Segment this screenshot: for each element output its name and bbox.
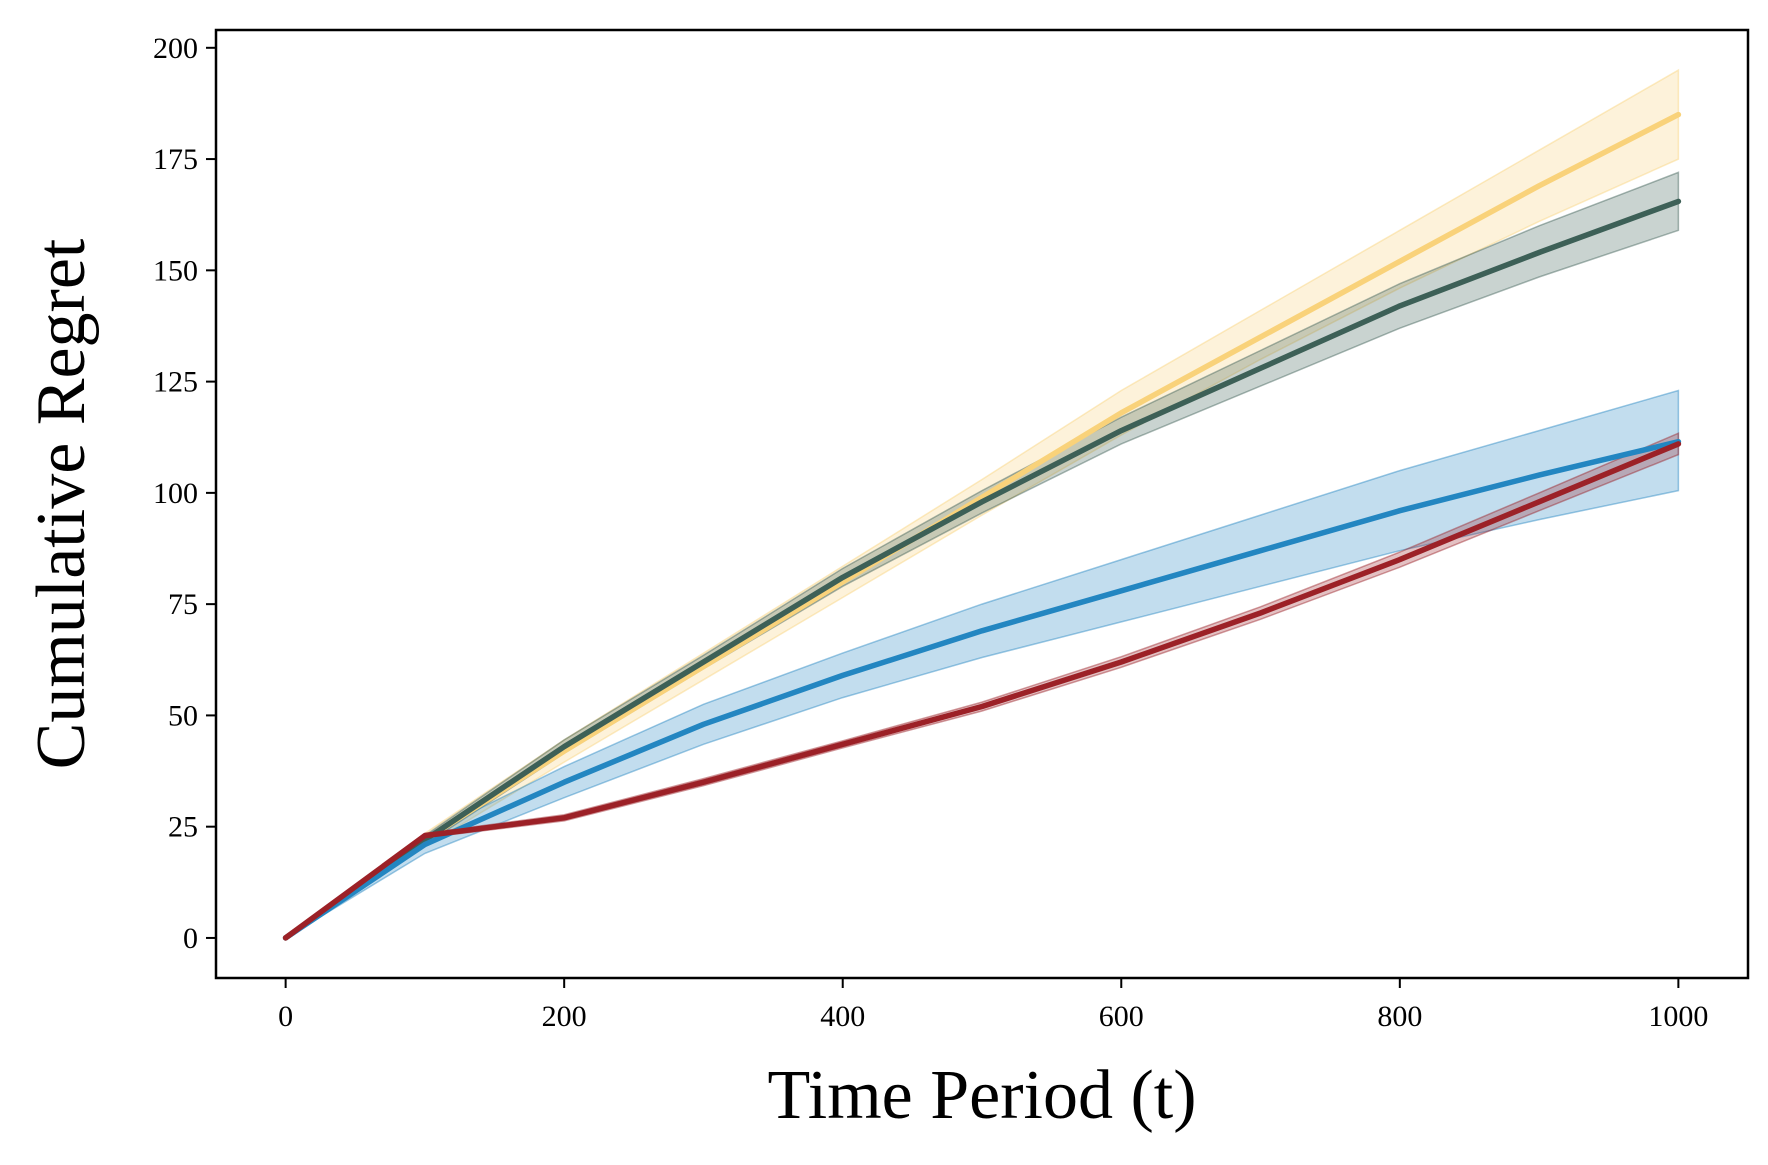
x-tick-label: 600	[1099, 1000, 1144, 1033]
x-tick-label: 800	[1377, 1000, 1422, 1033]
red-series-line	[282, 441, 1682, 941]
dark-green-series-line	[282, 198, 1682, 941]
plot-area-frame	[214, 28, 1750, 980]
x-axis: 0 200 400 600 800 1000	[278, 978, 1708, 1033]
series-lines	[282, 111, 1682, 941]
y-tick-label: 150	[153, 254, 198, 287]
y-tick-label: 25	[168, 811, 198, 844]
y-axis-label: Cumulative Regret	[23, 238, 100, 769]
y-axis: 0 25 50 75 100 125 150 175 200	[153, 32, 216, 955]
y-tick-label: 75	[168, 588, 198, 621]
x-tick-label: 1000	[1648, 1000, 1708, 1033]
y-tick-label: 50	[168, 699, 198, 732]
x-axis-label: Time Period (t)	[767, 1057, 1196, 1134]
y-tick-label: 175	[153, 143, 198, 176]
x-tick-label: 0	[278, 1000, 293, 1033]
y-tick-label: 200	[153, 32, 198, 65]
y-tick-label: 100	[153, 477, 198, 510]
y-tick-label: 125	[153, 366, 198, 399]
x-tick-label: 200	[542, 1000, 587, 1033]
x-tick-label: 400	[820, 1000, 865, 1033]
blue-series-line	[282, 438, 1682, 941]
y-tick-label: 0	[183, 922, 198, 955]
blue-confidence-band	[285, 389, 1680, 939]
